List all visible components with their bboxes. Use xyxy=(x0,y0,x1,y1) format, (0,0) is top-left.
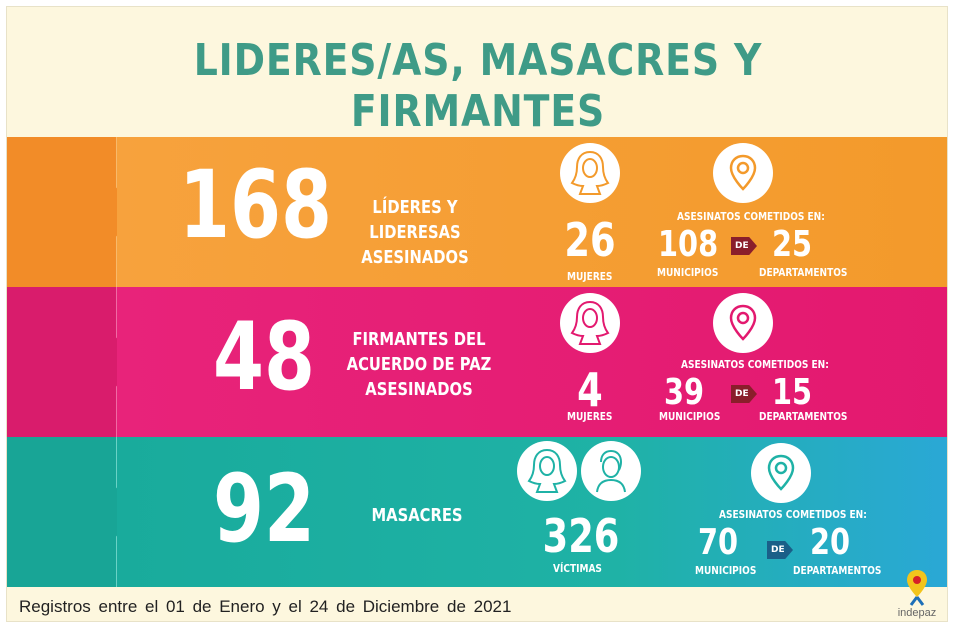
firmantes-count: 48 xyxy=(213,303,316,412)
date-range-note: Registros entre el 01 de Enero y el 24 d… xyxy=(19,597,512,616)
label-line: ASESINADOS xyxy=(361,247,469,268)
lideres-label: LÍDERES Y LIDERESAS ASESINADOS xyxy=(333,195,497,270)
departamentos-label: DEPARTAMENTOS xyxy=(759,410,848,423)
infographic-frame: LIDERES/AS, MASACRES Y FIRMANTES 168 LÍD… xyxy=(6,6,948,622)
places-header: ASESINATOS COMETIDOS EN: xyxy=(677,210,825,223)
municipios-label: MUNICIPIOS xyxy=(695,564,757,577)
victimas-value: 326 xyxy=(542,509,620,563)
departamentos-label: DEPARTAMENTOS xyxy=(759,266,848,279)
label-line: ACUERDO DE PAZ xyxy=(346,354,492,375)
band-tab xyxy=(7,437,125,587)
masacres-count: 92 xyxy=(213,455,316,564)
places-header: ASESINATOS COMETIDOS EN: xyxy=(719,508,867,521)
places-header: ASESINATOS COMETIDOS EN: xyxy=(681,358,829,371)
departamentos-value: 20 xyxy=(809,522,851,563)
departamentos-value: 15 xyxy=(771,372,813,413)
label-line: ASESINADOS xyxy=(365,379,473,400)
de-arrow: DE xyxy=(731,385,757,403)
map-pin-icon xyxy=(751,443,811,503)
label-line: MASACRES xyxy=(371,505,463,526)
mujeres-value: 26 xyxy=(564,213,616,267)
band-tab xyxy=(7,137,125,287)
mujeres-label: MUJERES xyxy=(567,270,613,283)
label-line: LÍDERES Y LIDERESAS xyxy=(369,197,461,243)
de-arrow: DE xyxy=(731,237,757,255)
municipios-value: 39 xyxy=(663,372,705,413)
indepaz-logo: indepaz xyxy=(889,567,945,621)
infographic-title: LIDERES/AS, MASACRES Y FIRMANTES xyxy=(193,35,763,137)
departamentos-label: DEPARTAMENTOS xyxy=(793,564,882,577)
mujeres-value: 4 xyxy=(577,363,603,417)
municipios-label: MUNICIPIOS xyxy=(659,410,721,423)
map-pin-icon xyxy=(713,293,773,353)
band-firmantes: 48 FIRMANTES DEL ACUERDO DE PAZ ASESINAD… xyxy=(7,287,947,437)
man-icon xyxy=(581,441,641,501)
band-masacres: 92 MASACRES 326 VÍCTIMAS ASESINATOS COME… xyxy=(7,437,947,587)
woman-icon xyxy=(560,143,620,203)
logo-text: indepaz xyxy=(897,607,937,619)
municipios-value: 108 xyxy=(658,224,719,265)
municipios-label: MUNICIPIOS xyxy=(657,266,719,279)
lideres-count: 168 xyxy=(179,151,333,260)
de-arrow: DE xyxy=(767,541,793,559)
victimas-label: VÍCTIMAS xyxy=(553,562,602,575)
mujeres-label: MUJERES xyxy=(567,410,613,423)
band-lideres: 168 LÍDERES Y LIDERESAS ASESINADOS 26 MU… xyxy=(7,137,947,287)
masacres-label: MASACRES xyxy=(351,503,482,528)
band-tab xyxy=(7,287,125,437)
departamentos-value: 25 xyxy=(771,224,813,265)
woman-icon xyxy=(560,293,620,353)
label-line: FIRMANTES DEL xyxy=(352,329,486,350)
firmantes-label: FIRMANTES DEL ACUERDO DE PAZ ASESINADOS xyxy=(345,327,493,402)
map-pin-icon xyxy=(713,143,773,203)
ribbon-map-pin-icon xyxy=(907,570,927,606)
municipios-value: 70 xyxy=(697,522,739,563)
woman-icon xyxy=(517,441,577,501)
